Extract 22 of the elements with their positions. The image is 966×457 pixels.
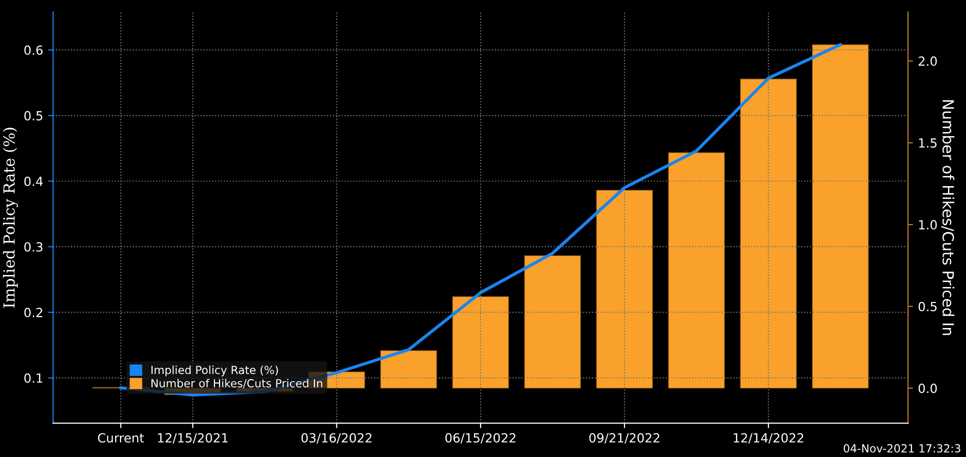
y-tick-label: 0.1: [24, 373, 42, 383]
y2-tick-label: 1.5: [919, 138, 937, 148]
y-tick-label: 0.6: [24, 45, 43, 55]
x-tick-label: Current: [98, 433, 144, 443]
x-tick-label: 06/15/2022: [445, 433, 516, 444]
legend-label: Implied Policy Rate (%): [152, 366, 278, 376]
x-tick-label: 12/15/2021: [158, 433, 228, 444]
y2-tick-label: 1.0: [919, 220, 937, 230]
x-tick-label: 12/14/2022: [734, 433, 804, 444]
y-axis-title: Implied Policy Rate (%): [2, 128, 18, 308]
text: 04-Nov-2021 17:32:3: [844, 444, 960, 453]
x-tick-label: 09/21/2022: [589, 433, 660, 444]
y-tick-label: 0.2: [24, 308, 42, 318]
y2-tick-label: 2.0: [918, 56, 937, 66]
y2-axis-title: Number of Hikes/Cuts Priced In: [941, 100, 954, 335]
y2-tick-label: 0.0: [918, 384, 937, 394]
y2-tick-label: 0.5: [918, 302, 937, 312]
x-tick-label: 03/16/2022: [301, 433, 372, 444]
y-tick-label: 0.5: [24, 111, 42, 120]
legend-label: Number of Hikes/Cuts Priced In: [152, 378, 322, 388]
y-tick-label: 0.4: [24, 176, 43, 186]
y-tick-label: 0.3: [24, 242, 42, 252]
